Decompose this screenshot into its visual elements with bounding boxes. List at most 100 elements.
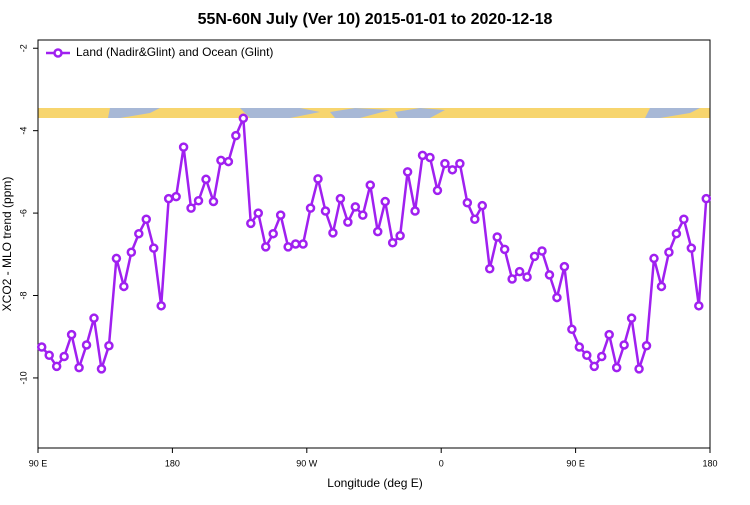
x-tick-label: 90 W [296, 458, 318, 468]
point [343, 217, 353, 227]
point [619, 340, 629, 350]
point [208, 196, 219, 207]
point [559, 261, 570, 272]
map-strip [38, 108, 710, 118]
point [96, 364, 107, 374]
point [141, 214, 152, 225]
point [335, 193, 346, 204]
point [134, 228, 144, 239]
point [402, 167, 413, 177]
point [686, 243, 697, 253]
point [119, 281, 129, 292]
point [679, 214, 689, 225]
x-axis-title: Longitude (deg E) [327, 476, 422, 490]
point [380, 196, 390, 207]
point [484, 263, 495, 274]
plot-frame [37, 39, 711, 449]
point [567, 324, 577, 335]
point [417, 150, 428, 161]
x-tick-label: 0 [439, 458, 444, 468]
point [664, 247, 674, 257]
point [522, 272, 532, 282]
point [104, 341, 114, 351]
point [350, 202, 361, 212]
point [604, 329, 614, 340]
point [163, 193, 174, 204]
point [231, 130, 241, 141]
chart-title: 55N-60N July (Ver 10) 2015-01-01 to 2020… [198, 11, 553, 28]
point [268, 228, 278, 239]
point [470, 214, 480, 225]
point [499, 244, 510, 255]
point [201, 174, 211, 185]
point [372, 226, 383, 237]
point [246, 218, 256, 229]
point [358, 210, 368, 220]
x-tick-label: 90 E [566, 458, 585, 468]
point [44, 350, 54, 361]
x-tick-label: 90 E [29, 458, 48, 468]
point [51, 361, 62, 372]
point [328, 228, 338, 238]
x-tick-label: 180 [165, 458, 180, 468]
point [305, 203, 316, 213]
point [283, 242, 293, 252]
point [641, 341, 652, 351]
y-tick-label: -6 [18, 209, 28, 217]
point [238, 113, 249, 124]
y-tick-label: -4 [18, 127, 28, 135]
y-tick-label: -8 [18, 292, 28, 300]
point [126, 247, 137, 257]
point [387, 238, 398, 248]
point [253, 208, 264, 218]
point [313, 174, 323, 184]
point [156, 301, 166, 311]
point [544, 270, 555, 280]
point [89, 313, 99, 323]
point [425, 152, 435, 163]
point [656, 281, 667, 292]
y-tick-label: -10 [18, 371, 28, 384]
point [36, 342, 47, 352]
point [462, 198, 473, 208]
point [634, 364, 644, 374]
point [74, 362, 84, 373]
point [111, 253, 122, 264]
point [671, 228, 682, 239]
point [81, 340, 92, 350]
point [410, 206, 420, 216]
point [492, 232, 502, 242]
legend-label: Land (Nadir&Glint) and Ocean (Glint) [76, 45, 273, 59]
point [611, 362, 622, 373]
point [178, 142, 189, 152]
point [447, 165, 458, 175]
point [260, 242, 271, 252]
y-tick-label: -2 [18, 44, 28, 52]
point [223, 156, 234, 167]
point [582, 350, 592, 361]
point [395, 231, 405, 241]
point [529, 251, 540, 262]
point [514, 266, 525, 277]
point [552, 292, 562, 303]
point [216, 155, 226, 166]
point [537, 246, 547, 256]
point [477, 200, 488, 211]
point [701, 193, 712, 204]
point [626, 313, 637, 323]
point [574, 342, 585, 352]
point [432, 185, 443, 196]
point [275, 210, 286, 220]
point [59, 351, 69, 362]
point [440, 158, 450, 169]
point [596, 351, 607, 362]
point [320, 206, 331, 216]
point [589, 361, 600, 372]
point [298, 239, 308, 249]
point [649, 253, 659, 264]
point [193, 195, 204, 206]
y-axis-title: XCO2 - MLO trend (ppm) [0, 177, 14, 312]
point [455, 158, 465, 169]
point [507, 274, 517, 284]
